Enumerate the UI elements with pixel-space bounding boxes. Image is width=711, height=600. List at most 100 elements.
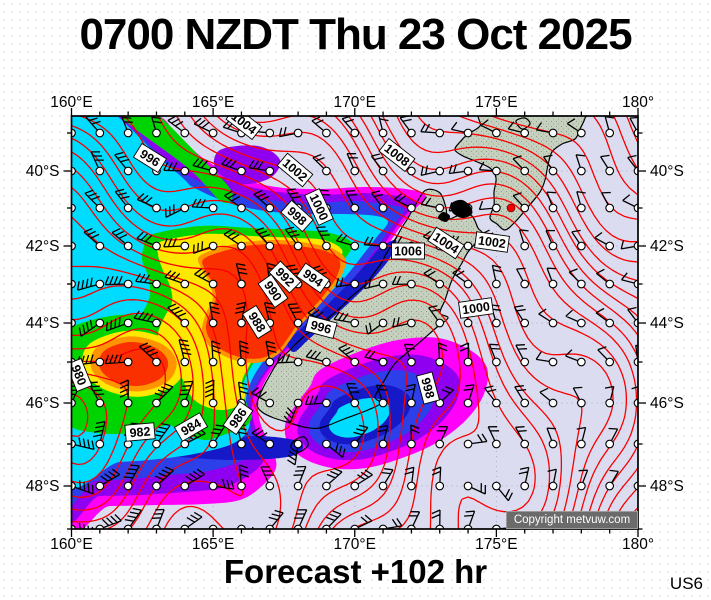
station-circle <box>95 524 105 529</box>
station-circle <box>378 128 388 138</box>
station-circle <box>378 166 388 176</box>
station-circle <box>95 398 105 408</box>
station-circle <box>520 357 530 367</box>
station-circle <box>293 128 303 138</box>
station-circle <box>123 203 133 213</box>
station-circle <box>180 203 190 213</box>
station-circle <box>180 241 190 251</box>
station-circle <box>576 439 586 449</box>
station-circle <box>180 166 190 176</box>
lat-label-right: 40°S <box>650 163 684 180</box>
station-circle <box>293 357 303 367</box>
station-circle <box>407 166 416 176</box>
station-circle <box>95 357 105 367</box>
station-circle <box>180 481 190 491</box>
station-circle <box>208 357 218 367</box>
station-circle <box>265 357 275 367</box>
station-circle <box>265 128 275 138</box>
station-circle <box>208 481 218 491</box>
lon-label-top: 165°E <box>192 94 234 111</box>
station-circle <box>322 398 331 408</box>
station-circle <box>350 128 360 138</box>
station-circle <box>378 203 388 213</box>
station-circle <box>208 166 218 176</box>
lon-label-bottom: 165°E <box>192 536 234 553</box>
isobar-lines <box>71 116 638 529</box>
station-circle <box>633 357 638 367</box>
station-circle <box>605 128 615 138</box>
station-circle <box>123 166 133 176</box>
station-circle <box>463 398 473 408</box>
station-circle <box>378 439 388 449</box>
station-circle <box>350 481 360 491</box>
station-circle <box>492 279 501 289</box>
isobar-label: 998 <box>415 371 441 405</box>
station-circle <box>322 481 331 491</box>
station-circle <box>605 166 615 176</box>
station-circle <box>378 524 388 529</box>
model-code-label: US6 <box>669 574 703 593</box>
station-circle <box>548 481 558 491</box>
station-circle <box>265 203 275 213</box>
station-circle <box>520 398 530 408</box>
station-circle <box>576 481 586 491</box>
lat-label-right: 44°S <box>650 315 684 332</box>
station-circle <box>492 128 501 138</box>
station-circle <box>576 241 586 251</box>
station-circle <box>350 524 360 529</box>
station-circle <box>492 524 501 529</box>
station-circle <box>633 439 638 449</box>
station-circle <box>548 318 558 328</box>
svg-text:998: 998 <box>418 376 437 400</box>
station-circle <box>378 318 388 328</box>
station-circle <box>265 398 275 408</box>
station-circle <box>435 203 445 213</box>
station-circle <box>407 203 416 213</box>
station-circle <box>123 524 133 529</box>
station-circle <box>576 203 586 213</box>
station-circle <box>71 318 76 328</box>
station-circle <box>548 166 558 176</box>
station-circle <box>633 279 638 289</box>
lon-label-bottom: 175°E <box>475 536 517 553</box>
svg-text:980: 980 <box>68 363 89 388</box>
station-circle <box>576 318 586 328</box>
station-circle <box>208 524 218 529</box>
station-circle <box>378 357 388 367</box>
station-circle <box>576 279 586 289</box>
station-circle <box>463 166 473 176</box>
station-circle <box>605 203 615 213</box>
station-circle <box>548 279 558 289</box>
lat-label-left: 44°S <box>26 315 60 332</box>
axis-labels: 160°E 160°E 165°E 165°E 170°E 170°E 175°E 175°E… <box>26 94 684 553</box>
station-circle <box>633 318 638 328</box>
station-circle <box>180 279 190 289</box>
station-circle <box>293 241 303 251</box>
station-circle <box>350 398 360 408</box>
station-circle <box>492 203 501 213</box>
station-circle <box>180 357 190 367</box>
station-circle <box>548 128 558 138</box>
station-circle <box>520 318 530 328</box>
station-circle <box>237 481 246 491</box>
station-circle <box>123 279 133 289</box>
station-circle <box>265 524 275 529</box>
axis-ticks <box>63 108 646 537</box>
station-circle <box>152 398 161 408</box>
station-circle <box>492 318 501 328</box>
station-circle <box>407 357 416 367</box>
station-circle <box>152 279 161 289</box>
isobar-label: 1000 <box>458 297 494 319</box>
station-circle <box>520 439 530 449</box>
station-circle <box>322 166 331 176</box>
svg-text:996: 996 <box>309 318 333 337</box>
station-circle <box>350 279 360 289</box>
station-circle <box>152 524 161 529</box>
station-circle <box>237 357 246 367</box>
station-circle <box>407 524 416 529</box>
station-circle <box>378 279 388 289</box>
station-circle <box>152 241 161 251</box>
